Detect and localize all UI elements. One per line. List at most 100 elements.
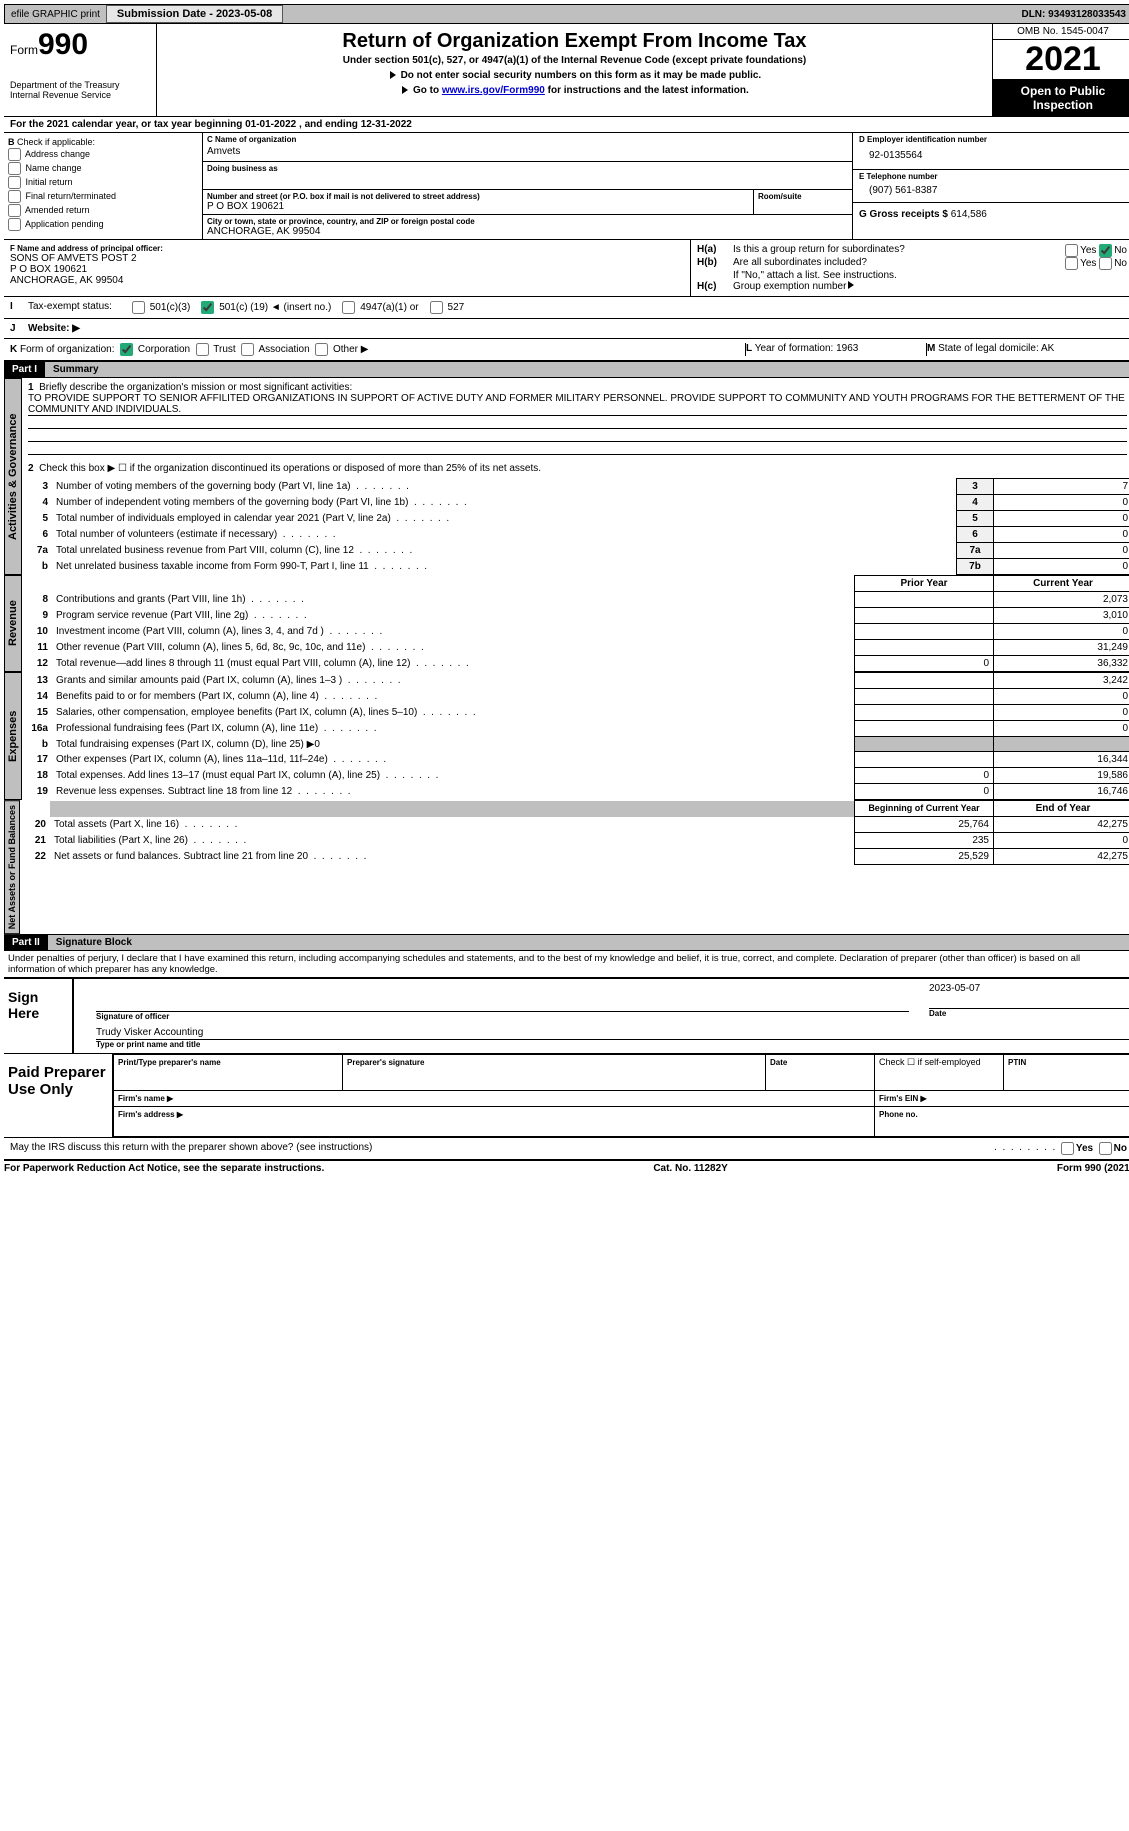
hb-no-checkbox[interactable]: No [1099,258,1127,269]
line-num: 12 [22,656,52,672]
prep-date-label: Date [770,1058,787,1067]
line-box: 7b [957,559,994,575]
line-desc: Total expenses. Add lines 13–17 (must eq… [52,768,855,784]
no-label: No [1114,1143,1127,1154]
block-c-label: C Name of organization [203,133,852,146]
discuss-yes-checkbox[interactable]: Yes [1061,1143,1093,1154]
part1-title: Summary [45,362,1129,377]
block-b-checkboxes: B Check if applicable: Address change Na… [4,133,203,240]
trust-checkbox[interactable]: Trust [196,344,236,355]
initial-return-label: Initial return [26,177,73,187]
line-desc: Total number of individuals employed in … [52,511,957,527]
line-desc: Total number of volunteers (estimate if … [52,527,957,543]
amended-return-label: Amended return [25,205,90,215]
room-label: Room/suite [758,192,848,201]
line-desc: Net assets or fund balances. Subtract li… [50,849,855,865]
prior-value [855,608,994,624]
initial-return-checkbox[interactable]: Initial return [8,176,198,189]
name-change-checkbox[interactable]: Name change [8,162,198,175]
current-value: 0 [994,721,1129,737]
mission-text: TO PROVIDE SUPPORT TO SENIOR AFFILITED O… [28,393,1127,416]
officer-addr1: P O BOX 190621 [10,264,684,275]
block-l-label: Year of formation: [755,343,834,354]
line-desc: Other expenses (Part IX, column (A), lin… [52,752,855,768]
form-number: Form990 [10,28,150,62]
ha-no-checkbox[interactable]: No [1099,245,1127,256]
line-num: 10 [22,624,52,640]
prior-year-header: Prior Year [855,576,994,592]
part2-title: Signature Block [48,935,1129,950]
self-employed-label: Check ☐ if self-employed [875,1055,1004,1091]
omb-number: OMB No. 1545-0047 [993,24,1129,40]
current-value: 0 [994,705,1129,721]
line-desc: Salaries, other compensation, employee b… [52,705,855,721]
netassets-side-label: Net Assets or Fund Balances [4,800,20,934]
4947-checkbox[interactable]: 4947(a)(1) or [342,302,418,313]
address-change-label: Address change [25,149,90,159]
submission-date-button[interactable]: Submission Date - 2023-05-08 [106,5,283,23]
block-k-label: Form of organization: [20,344,115,355]
line-box: 6 [957,527,994,543]
line-desc: Program service revenue (Part VIII, line… [52,608,855,624]
amended-return-checkbox[interactable]: Amended return [8,204,198,217]
501c3-checkbox[interactable]: 501(c)(3) [132,302,190,313]
paid-preparer-label: Paid Preparer Use Only [4,1054,112,1137]
line-num: 9 [22,608,52,624]
assoc-checkbox[interactable]: Association [241,344,309,355]
hb-yes-checkbox[interactable]: Yes [1065,258,1096,269]
ptin-label: PTIN [1008,1058,1026,1067]
firm-ein-label: Firm's EIN ▶ [879,1094,927,1103]
line-value: 0 [994,495,1129,511]
line-num: 3 [22,479,52,495]
dln-label: DLN: 93493128033543 [1015,7,1129,22]
sig-date-label: Date [929,1009,1129,1018]
527-checkbox[interactable]: 527 [430,302,464,313]
line-num: 17 [22,752,52,768]
line-num: 16a [22,721,52,737]
address-change-checkbox[interactable]: Address change [8,148,198,161]
block-j-label: Website: ▶ [28,323,80,334]
line-num: 5 [22,511,52,527]
application-pending-checkbox[interactable]: Application pending [8,218,198,231]
prior-value [855,673,994,689]
prior-value: 25,764 [855,817,994,833]
hc-label: Group exemption number [733,281,846,292]
current-value: 36,332 [994,656,1129,672]
corp-checkbox[interactable]: Corporation [120,344,190,355]
inspection-badge: Open to Public Inspection [993,80,1129,116]
top-bar: efile GRAPHIC print Submission Date - 20… [4,4,1129,24]
block-f-label: F Name and address of principal officer: [10,244,684,253]
officer-name: SONS OF AMVETS POST 2 [10,253,684,264]
declaration-text: Under penalties of perjury, I declare th… [4,951,1129,977]
prior-value: 0 [855,656,994,672]
line-num: b [22,559,52,575]
prior-value [855,721,994,737]
efile-label: efile GRAPHIC print [5,7,106,22]
501c-checkbox[interactable]: 501(c) (19) ◄ (insert no.) [201,302,331,313]
line-desc: Number of voting members of the governin… [52,479,957,495]
discuss-no-checkbox[interactable]: No [1099,1143,1127,1154]
revenue-side-label: Revenue [4,575,22,672]
other-checkbox[interactable]: Other ▶ [315,344,368,355]
final-return-checkbox[interactable]: Final return/terminated [8,190,198,203]
prior-value [855,624,994,640]
prior-value: 235 [855,833,994,849]
sig-date-value: 2023-05-07 [929,983,1129,994]
line-desc: Grants and similar amounts paid (Part IX… [52,673,855,689]
ha-yes-checkbox[interactable]: Yes [1065,245,1096,256]
footer-right: Form 990 (2021) [1057,1163,1129,1174]
other-label: Other ▶ [333,344,368,355]
4947-label: 4947(a)(1) or [360,302,418,313]
governance-side-label: Activities & Governance [4,378,22,575]
irs-link[interactable]: www.irs.gov/Form990 [442,85,545,96]
expenses-side-label: Expenses [4,672,22,800]
prep-sig-label: Preparer's signature [347,1058,425,1067]
sign-here-label: Sign Here [4,979,72,1053]
org-city: ANCHORAGE, AK 99504 [207,226,848,237]
discuss-label: May the IRS discuss this return with the… [10,1142,994,1155]
line-num: 21 [20,833,50,849]
line-num: 4 [22,495,52,511]
form-subtitle: Under section 501(c), 527, or 4947(a)(1)… [163,55,986,66]
end-year-header: End of Year [994,801,1129,817]
prior-value: 0 [855,768,994,784]
